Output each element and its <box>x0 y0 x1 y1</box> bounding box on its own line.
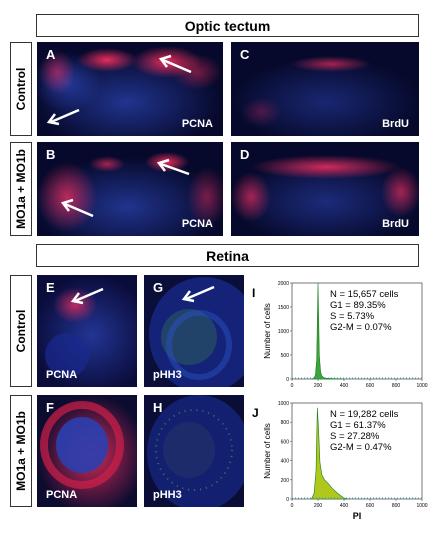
y-tick-label: 500 <box>281 353 290 359</box>
panel-c-image <box>231 56 419 136</box>
y-tick-label: 1500 <box>278 305 289 311</box>
x-tick-label: 200 <box>314 503 323 509</box>
y-axis-label: Number of cells <box>263 303 272 359</box>
y-tick-label: 400 <box>281 459 290 465</box>
y-tick-label: 1000 <box>278 401 289 407</box>
panel-h-image <box>147 395 244 507</box>
stat-line: G1 = 89.35% <box>330 300 386 311</box>
arrow-icon <box>158 54 192 74</box>
y-tick-label: 0 <box>286 377 289 383</box>
x-tick-label: 0 <box>291 383 294 389</box>
panel-letter: J <box>252 406 259 420</box>
panel-f-stain: PCNA <box>46 489 78 501</box>
stat-line: G2-M = 0.07% <box>330 322 392 333</box>
y-tick-label: 2000 <box>278 281 289 287</box>
panel-b-stain: PCNA <box>181 218 213 230</box>
x-tick-label: 800 <box>392 383 401 389</box>
panel-f-image <box>37 395 137 507</box>
y-tick-label: 600 <box>281 439 290 445</box>
histogram-i: I Number of cells 0 500 1000 1500 2000 0 200 400 6… <box>252 281 428 389</box>
panel-a-letter: A <box>46 47 56 62</box>
panel-g-retina-phh3-control: G pHH3 <box>144 275 244 387</box>
panel-b-letter: B <box>46 147 56 162</box>
panel-d-letter: D <box>240 147 250 162</box>
panel-a-stain: PCNA <box>181 118 213 130</box>
histogram-j: J Number of cells 0 200 400 600 800 1000 0 200 400… <box>252 401 428 521</box>
panel-g-stain: pHH3 <box>153 369 182 381</box>
retina-control-row-label: Control <box>10 275 32 387</box>
panel-e-image <box>37 275 137 387</box>
panel-f-retina-pcna-mo: F PCNA <box>37 395 137 507</box>
x-tick-label: 400 <box>340 383 349 389</box>
stat-line: G2-M = 0.47% <box>330 442 392 453</box>
y-tick-label: 0 <box>286 497 289 503</box>
panel-e-letter: E <box>46 280 55 295</box>
arrow-icon <box>181 285 215 303</box>
panel-h-retina-phh3-mo: H pHH3 <box>144 395 244 507</box>
panel-d-tectum-brdu-mo: D BrdU <box>231 142 419 236</box>
panel-b-image <box>37 152 223 236</box>
x-tick-label: 400 <box>340 503 349 509</box>
tectum-mo-row-label: MO1a + MO1b <box>10 142 32 236</box>
x-tick-label: 600 <box>366 383 375 389</box>
optic-tectum-title: Optic tectum <box>184 17 271 34</box>
panel-e-retina-pcna-control: E PCNA <box>37 275 137 387</box>
x-axis-label: PI <box>353 511 362 521</box>
x-tick-label: 200 <box>314 383 323 389</box>
panel-g-image <box>149 277 244 387</box>
panel-a-tectum-pcna-control: A PCNA <box>37 42 223 136</box>
retina-mo-row-label: MO1a + MO1b <box>10 395 32 507</box>
optic-tectum-header: Optic tectum <box>36 14 419 37</box>
arrow-icon <box>156 158 190 176</box>
stat-line: N = 15,657 cells <box>330 289 399 300</box>
panel-f-letter: F <box>46 400 54 415</box>
panel-h-stain: pHH3 <box>153 489 182 501</box>
panel-h-letter: H <box>153 400 163 415</box>
stat-line: S = 5.73% <box>330 311 375 322</box>
panel-d-stain: BrdU <box>382 218 409 230</box>
panel-letter: I <box>252 286 255 300</box>
panel-e-stain: PCNA <box>46 369 78 381</box>
x-tick-label: 1000 <box>416 383 427 389</box>
y-axis-label: Number of cells <box>263 423 272 479</box>
x-tick-label: 800 <box>392 503 401 509</box>
arrow-icon <box>70 287 104 305</box>
y-tick-label: 800 <box>281 420 290 426</box>
retina-header: Retina <box>36 244 419 267</box>
stat-line: N = 19,282 cells <box>330 409 399 420</box>
arrow-icon <box>60 198 94 218</box>
panel-c-letter: C <box>240 47 250 62</box>
panel-d-image <box>231 155 419 236</box>
plot-frame <box>291 402 423 500</box>
y-tick-label: 1000 <box>278 329 289 335</box>
panel-c-stain: BrdU <box>382 118 409 130</box>
arrow-icon <box>46 108 80 126</box>
histogram-area <box>311 282 345 380</box>
x-tick-label: 600 <box>366 503 375 509</box>
histogram-area <box>311 407 348 500</box>
stat-line: S = 27.28% <box>330 431 380 442</box>
panel-a-image <box>37 46 222 136</box>
stat-line: G1 = 61.37% <box>330 420 386 431</box>
panel-b-tectum-pcna-mo: B PCNA <box>37 142 223 236</box>
tectum-control-row-label: Control <box>10 42 32 136</box>
retina-title: Retina <box>206 247 249 264</box>
y-tick-label: 200 <box>281 478 290 484</box>
panel-c-tectum-brdu-control: C BrdU <box>231 42 419 136</box>
x-tick-label: 1000 <box>416 503 427 509</box>
x-tick-label: 0 <box>291 503 294 509</box>
panel-g-letter: G <box>153 280 164 295</box>
